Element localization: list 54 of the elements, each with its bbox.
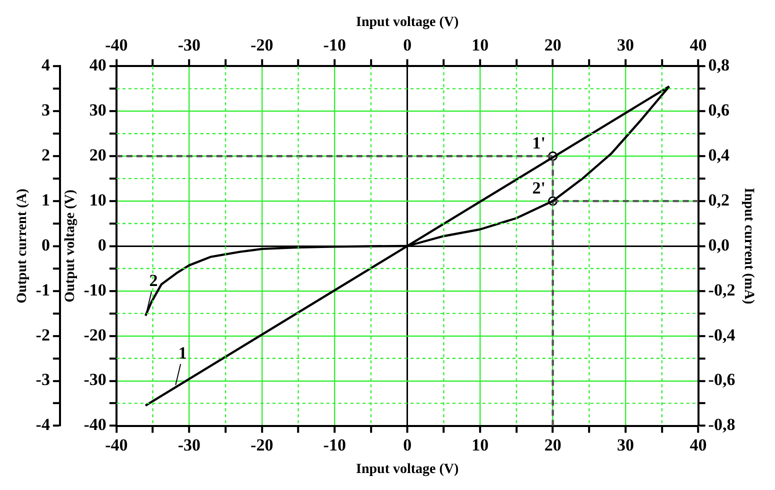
annotation: 1': [532, 133, 546, 152]
y3-tick-label: -1: [36, 280, 50, 300]
x2-tick-label: 20: [544, 35, 562, 54]
y2-tick-label: 0,0: [708, 235, 730, 254]
x-tick-label: -40: [105, 435, 128, 454]
x-tick-label: 20: [544, 435, 562, 454]
y2-tick-label: -0,2: [708, 280, 736, 300]
y-tick-label: 10: [89, 190, 106, 210]
x2-tick-label: 10: [472, 35, 489, 54]
y3-tick-label: -3: [36, 370, 50, 390]
y3-tick-label: 0: [41, 235, 50, 254]
y-tick-label: -40: [84, 415, 106, 434]
x-tick-label: -30: [178, 435, 200, 454]
x2-tick-label: -10: [323, 35, 346, 54]
y-axis-title: Output voltage (V): [62, 189, 78, 302]
y3-tick-label: 3: [41, 100, 50, 120]
y2-tick-label: 0,4: [708, 145, 730, 164]
y2-tick-label: 0,6: [708, 100, 730, 120]
x2-tick-label: -20: [250, 35, 274, 54]
y2-tick-label: 0,8: [708, 56, 730, 75]
annotation: 2: [149, 271, 158, 290]
x2-tick-label: 0: [403, 35, 412, 54]
y2-tick-label: 0,2: [708, 190, 730, 210]
y-tick-label: 20: [89, 145, 106, 164]
y-tick-label: -10: [84, 280, 106, 300]
x-tick-label: -20: [250, 435, 274, 454]
y-tick-label: 40: [89, 56, 106, 75]
x2-tick-label: 40: [690, 35, 707, 54]
x-tick-label: -10: [323, 435, 346, 454]
y-tick-label: 30: [89, 100, 106, 120]
annotation: 2': [532, 178, 546, 198]
x-tick-label: 0: [403, 435, 412, 454]
annotation: 1: [178, 343, 187, 362]
x-tick-label: 30: [617, 435, 634, 454]
x2-tick-label: -30: [178, 35, 200, 54]
y-tick-label: -20: [84, 325, 106, 344]
x2-axis-title: Input voltage (V): [356, 15, 460, 30]
y2-tick-label: -0,6: [708, 370, 736, 390]
y-tick-label: 0: [98, 235, 106, 254]
y3-tick-label: 4: [41, 56, 50, 75]
y3-tick-label: 1: [41, 190, 50, 210]
x2-tick-label: 30: [617, 35, 634, 54]
y3-tick-label: 2: [41, 145, 50, 164]
x2-tick-label: -40: [105, 35, 128, 54]
y3-tick-label: -2: [36, 325, 50, 344]
y3-tick-label: -4: [36, 415, 50, 434]
y-tick-label: -30: [84, 370, 106, 390]
x-axis-title: Input voltage (V): [356, 462, 460, 478]
x-tick-label: 10: [472, 435, 489, 454]
x-tick-label: 40: [690, 435, 707, 454]
y2-tick-label: -0,8: [708, 415, 736, 434]
y3-axis-title: Output current (A): [15, 188, 30, 304]
y2-axis-title: Input current (mA): [740, 188, 756, 305]
y2-tick-label: -0,4: [708, 325, 736, 344]
